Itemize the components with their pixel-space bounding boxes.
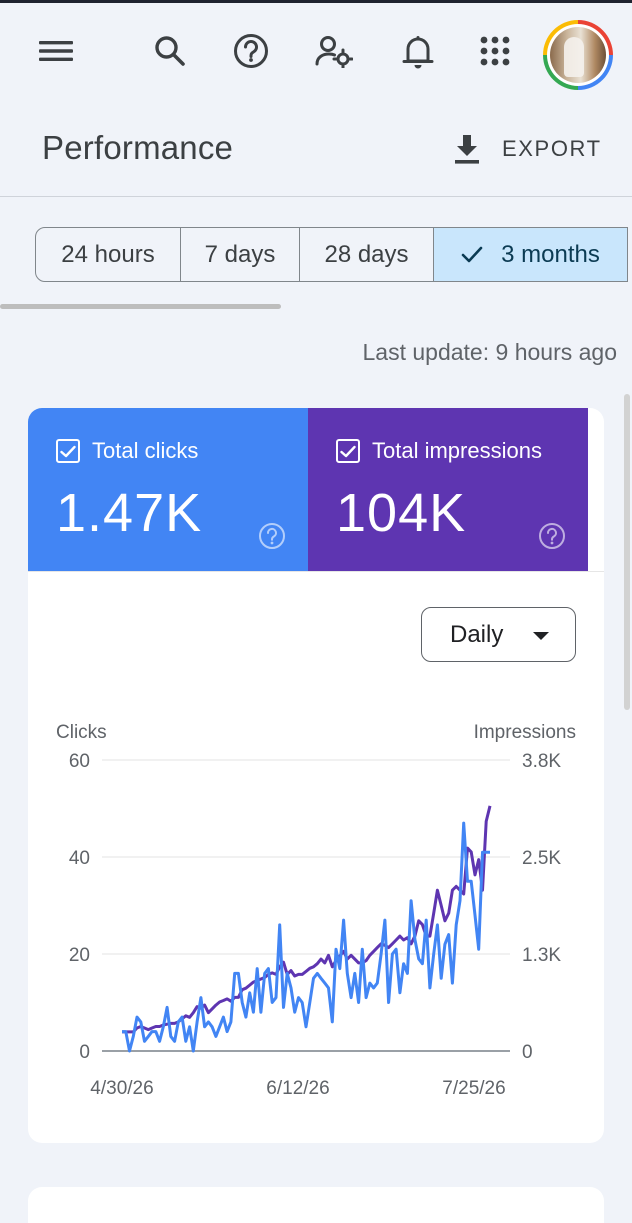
page-header: Performance EXPORT [0,95,632,197]
performance-chart: Clicks Impressions 0 20 40 60 0 1.3K 2.5K 3.8K… [56,722,576,1099]
avatar-ring [547,24,609,86]
right-tick-label: 1.3K [522,945,561,966]
x-tick-label: 6/12/26 [266,1078,329,1099]
left-tick-label: 20 [69,945,90,966]
right-tick-labels: 0 1.3K 2.5K 3.8K [522,751,561,1063]
help-icon[interactable] [538,522,566,550]
download-icon [455,135,479,164]
metric-total-impressions[interactable]: Total impressions 104K [308,408,588,571]
divider [28,571,604,572]
notifications-icon[interactable] [394,27,442,75]
left-tick-label: 0 [79,1042,90,1063]
right-axis-label: Impressions [474,722,576,743]
series-lines [122,805,492,1053]
page-title: Performance [42,129,234,166]
dropdown-value: Daily [450,620,504,648]
performance-card: Total clicks 1.47K Total impressions 104… [28,408,604,1143]
apps-icon[interactable] [471,27,519,75]
help-icon[interactable] [227,27,275,75]
queries-card [28,1187,604,1223]
checkbox-icon[interactable] [56,439,80,463]
x-tick-label: 4/30/26 [90,1078,153,1099]
chip-label: 24 hours [61,240,155,268]
app-bar [0,3,632,95]
chip-3-months[interactable]: 3 months [434,227,628,282]
x-tick-labels: 4/30/26 6/12/26 7/25/26 [90,1078,505,1099]
series-line-impressions [122,805,492,1034]
checkbox-icon[interactable] [336,439,360,463]
export-label: EXPORT [502,136,602,161]
chips-scrollbar[interactable] [0,304,281,309]
right-tick-label: 2.5K [522,848,561,869]
metric-value: 1.47K [56,483,203,543]
last-update-text: Last update: 9 hours ago [362,339,617,365]
metric-value: 104K [336,483,467,543]
avatar-photo [550,27,606,83]
menu-icon[interactable] [32,27,80,75]
right-tick-label: 0 [522,1042,533,1063]
x-tick-label: 7/25/26 [442,1078,505,1099]
chip-28-days[interactable]: 28 days [300,227,434,282]
granularity-dropdown[interactable]: Daily [421,607,576,662]
metric-label: Total impressions [372,438,542,463]
chip-label: 7 days [204,240,276,268]
chip-label: 3 months [501,240,600,268]
export-button[interactable]: EXPORT [452,129,602,169]
check-icon [461,246,483,263]
help-icon[interactable] [258,522,286,550]
metric-total-clicks[interactable]: Total clicks 1.47K [28,408,308,571]
left-axis-label: Clicks [56,722,107,743]
date-range-chips: 24 hours 7 days 28 days 3 months [35,227,628,282]
caret-down-icon [533,632,549,640]
search-icon[interactable] [146,27,194,75]
status-line [0,0,632,3]
chip-label: 28 days [324,240,409,268]
manage-users-icon[interactable] [310,27,358,75]
left-tick-label: 60 [69,751,90,772]
chip-7-days[interactable]: 7 days [181,227,300,282]
chip-24-hours[interactable]: 24 hours [35,227,181,282]
metric-label: Total clicks [92,438,199,463]
series-line-clicks [122,821,490,1053]
page-scrollbar[interactable] [624,394,630,710]
account-avatar[interactable] [543,20,613,90]
gridlines [102,759,510,1052]
left-tick-label: 40 [69,848,90,869]
right-tick-label: 3.8K [522,751,561,772]
left-tick-labels: 0 20 40 60 [69,751,90,1063]
